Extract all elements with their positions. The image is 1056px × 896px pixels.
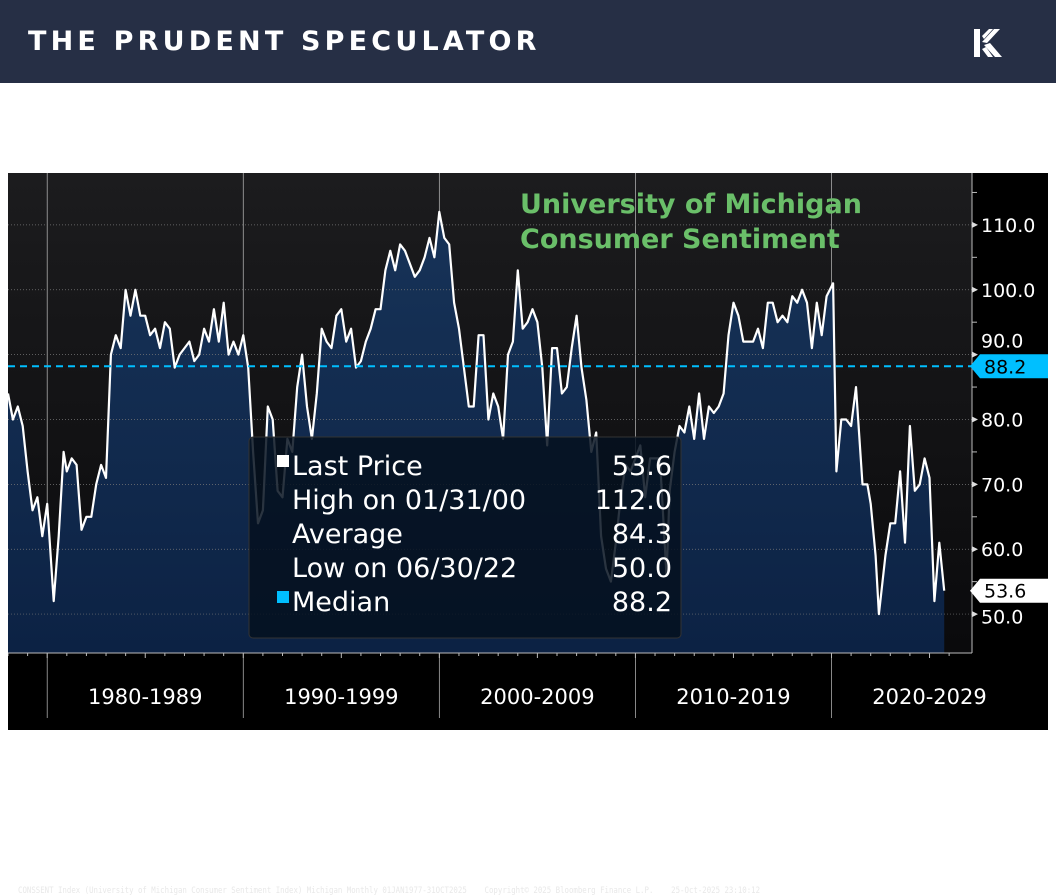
median-value-tag: 88.2 xyxy=(984,356,1026,378)
legend-label: Median xyxy=(292,587,390,618)
series-area xyxy=(8,211,945,653)
median-value-tag-bg xyxy=(970,354,1048,379)
y-tick xyxy=(972,481,978,488)
x-tick-label: 1990-1999 xyxy=(284,685,398,709)
brand-name: THE PRUDENT SPECULATOR xyxy=(28,26,541,57)
chart-panel: 50.0 60.0 70.0 80.0 90.0 100.0 110.0 1980-1989 1… xyxy=(8,173,1048,896)
y-tick xyxy=(972,221,978,228)
x-tick-label: 2020-2029 xyxy=(872,685,986,709)
y-tick-label: 110.0 xyxy=(981,215,1035,237)
legend-value: 88.2 xyxy=(612,587,672,618)
k-logo-icon xyxy=(974,29,1002,57)
legend-label: Average xyxy=(292,519,403,550)
legend-label: Last Price xyxy=(292,451,423,482)
y-tick xyxy=(972,286,978,293)
x-tick-label: 2000-2009 xyxy=(480,685,594,709)
y-tick-label: 60.0 xyxy=(981,539,1023,561)
y-tick-label: 90.0 xyxy=(981,330,1023,352)
legend-value: 84.3 xyxy=(612,519,672,550)
legend: Last Price 53.6 High on 01/31/00 112.0 Avera… xyxy=(248,436,682,639)
footer-copyright: Copyright© 2025 Bloomberg Finance L.P. xyxy=(484,886,654,896)
y-tick-label: 100.0 xyxy=(981,280,1035,302)
y-tick-label: 80.0 xyxy=(981,409,1023,431)
chart-title-line: Consumer Sentiment xyxy=(520,224,840,255)
last-value-tag: 53.6 xyxy=(984,581,1026,603)
legend-label: Low on 06/30/22 xyxy=(292,553,517,584)
legend-value: 50.0 xyxy=(612,553,672,584)
y-tick xyxy=(972,416,978,423)
last-value-tag-bg xyxy=(970,578,1048,603)
y-tick xyxy=(972,611,978,618)
y-tick-label: 50.0 xyxy=(981,607,1023,629)
header-bar: THE PRUDENT SPECULATOR xyxy=(0,0,1056,83)
legend-value: 112.0 xyxy=(595,485,672,516)
chart-footer: CONSSENT Index (University of Michigan C… xyxy=(18,886,760,896)
chart-title-line: University of Michigan xyxy=(520,189,862,220)
legend-label: High on 01/31/00 xyxy=(292,485,526,516)
x-tick-label: 1980-1989 xyxy=(88,685,202,709)
legend-marker-white-square xyxy=(277,455,289,467)
y-tick xyxy=(972,351,978,358)
series-line xyxy=(8,210,946,616)
x-tick-label: 2010-2019 xyxy=(676,685,790,709)
legend-value: 53.6 xyxy=(612,451,672,482)
legend-marker-cyan-square xyxy=(277,591,289,603)
footer-timestamp: 25-Oct-2025 23:10:12 xyxy=(671,886,761,896)
y-tick-label: 70.0 xyxy=(981,474,1023,496)
y-tick xyxy=(972,546,978,553)
legend-box xyxy=(248,436,682,639)
sentiment-chart: 50.0 60.0 70.0 80.0 90.0 100.0 110.0 1980-1989 1… xyxy=(8,173,1048,718)
footer-source: CONSSENT Index (University of Michigan C… xyxy=(18,886,467,896)
